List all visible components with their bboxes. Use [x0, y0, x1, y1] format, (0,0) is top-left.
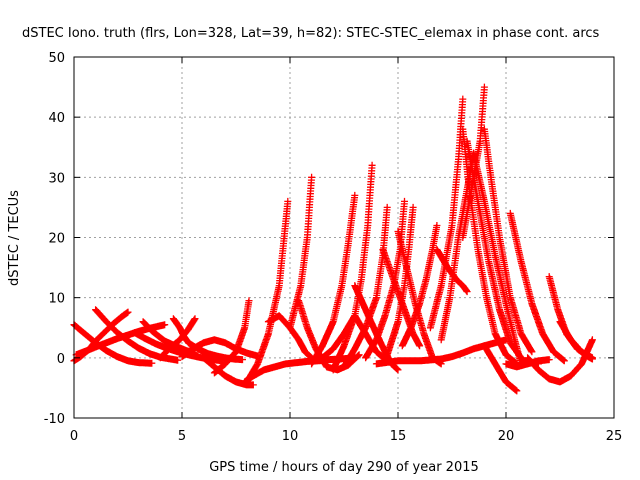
series-marks [556, 318, 596, 362]
series-16 [308, 191, 359, 368]
series-36 [506, 209, 568, 365]
series-3 [92, 306, 182, 364]
series-marks [210, 297, 253, 377]
series-34 [480, 125, 536, 356]
series-12 [241, 354, 359, 386]
y-tick-label: 30 [48, 171, 65, 186]
x-axis-label: GPS time / hours of day 290 of year 2015 [209, 460, 479, 475]
x-tick-label: 10 [282, 429, 299, 444]
series-marks [398, 222, 441, 350]
series-7 [156, 315, 199, 362]
series-marks [329, 161, 376, 374]
series-35 [480, 342, 521, 395]
series-marks [362, 197, 408, 362]
series-marks [92, 306, 182, 364]
series-8 [178, 336, 262, 361]
series-marks [502, 356, 553, 371]
series-10 [210, 297, 253, 377]
series-14 [286, 173, 316, 332]
y-tick-label: 20 [48, 232, 65, 247]
series-marks [178, 336, 262, 361]
series-marks [372, 336, 510, 368]
series-marks [470, 149, 525, 368]
chart-title: dSTEC Iono. truth (flrs, Lon=328, Lat=39… [22, 26, 600, 41]
x-tick-label: 25 [606, 429, 623, 444]
series-18 [329, 161, 376, 374]
series-marks [241, 354, 359, 386]
y-tick-label: 10 [48, 292, 65, 307]
series-marks [506, 209, 568, 365]
series-marks [480, 342, 521, 395]
series-marks [156, 315, 199, 362]
series-21 [362, 197, 408, 362]
series-25 [398, 222, 441, 350]
axis-ticks: 0 5 10 15 20 25 -10 0 10 20 30 40 50 [44, 51, 623, 444]
x-tick-label: 20 [498, 429, 515, 444]
series-marks [286, 173, 316, 332]
series-marks [308, 191, 359, 368]
x-tick-label: 5 [178, 429, 186, 444]
x-tick-label: 15 [390, 429, 407, 444]
data-points [70, 83, 596, 395]
series-40 [502, 356, 553, 371]
y-tick-label: 40 [48, 111, 65, 126]
series-39 [556, 318, 596, 362]
series-6 [169, 315, 246, 364]
y-axis-label: dSTEC / TECUs [7, 190, 22, 286]
series-33 [470, 149, 525, 368]
y-tick-label: 0 [57, 352, 65, 367]
y-tick-label: 50 [48, 51, 65, 66]
x-tick-label: 0 [70, 429, 78, 444]
series-marks [169, 315, 246, 364]
y-tick-label: -10 [44, 412, 65, 427]
series-marks [480, 125, 536, 356]
series-26 [372, 336, 510, 368]
